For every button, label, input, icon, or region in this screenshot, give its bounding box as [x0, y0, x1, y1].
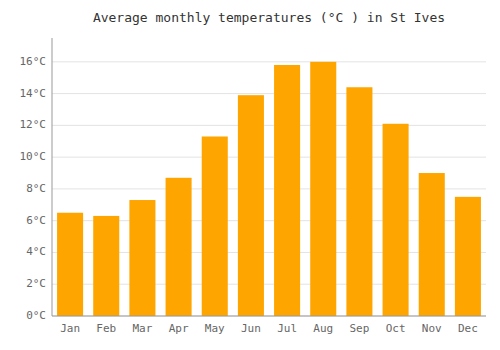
x-tick-label: Jan — [60, 322, 80, 335]
y-tick-label: 4°C — [26, 245, 46, 258]
x-tick-label: Jul — [277, 322, 297, 335]
x-axis-line — [52, 316, 486, 317]
y-tick-label: 0°C — [26, 309, 46, 322]
chart-container: 0°C 2°C 4°C 6°C 8°C 10°C 12°C 14°C 16°C Jan Feb Mar… — [0, 0, 500, 350]
bar — [346, 87, 372, 316]
x-tick-label: Jun — [241, 322, 261, 335]
x-tick-label: Apr — [169, 322, 189, 335]
bar — [129, 200, 155, 316]
bar — [455, 197, 481, 316]
y-tick-label: 8°C — [26, 182, 46, 195]
y-tick-label: 14°C — [20, 87, 47, 100]
y-tick-label: 16°C — [20, 55, 47, 68]
grid-line — [52, 316, 486, 317]
y-tick-label: 6°C — [26, 214, 46, 227]
y-tick-label: 10°C — [20, 150, 47, 163]
bar — [419, 173, 445, 316]
bar — [202, 136, 228, 316]
x-tick-label: Oct — [386, 322, 406, 335]
chart: 0°C 2°C 4°C 6°C 8°C 10°C 12°C 14°C 16°C Jan Feb Mar… — [0, 0, 500, 350]
grid — [52, 62, 486, 316]
x-tick-label: Dec — [458, 322, 478, 335]
bar — [93, 216, 119, 316]
grid-line — [52, 125, 486, 126]
grid-line — [52, 93, 486, 94]
x-tick-label: Nov — [422, 322, 442, 335]
bar — [383, 124, 409, 316]
title: Average monthly temperatures (°C ) in St… — [93, 10, 445, 25]
x-tick-label: Feb — [96, 322, 116, 335]
grid-line — [52, 157, 486, 158]
y-axis-line — [52, 38, 53, 316]
x-tick-label: Mar — [132, 322, 152, 335]
bar — [274, 65, 300, 316]
x-tick-label: May — [205, 322, 225, 335]
bars — [57, 62, 481, 316]
grid-line — [52, 61, 486, 62]
bar — [238, 95, 264, 316]
bar — [310, 62, 336, 316]
bar — [166, 178, 192, 316]
x-tick-label: Aug — [313, 322, 333, 335]
x-tick-label: Sep — [349, 322, 369, 335]
y-tick-label: 12°C — [20, 118, 47, 131]
bar — [57, 213, 83, 316]
y-tick-label: 2°C — [26, 277, 46, 290]
y-axis: 0°C 2°C 4°C 6°C 8°C 10°C 12°C 14°C 16°C — [20, 38, 53, 322]
x-axis: Jan Feb Mar Apr May Jun Jul Aug Sep Oct Nov Dec — [52, 316, 486, 335]
